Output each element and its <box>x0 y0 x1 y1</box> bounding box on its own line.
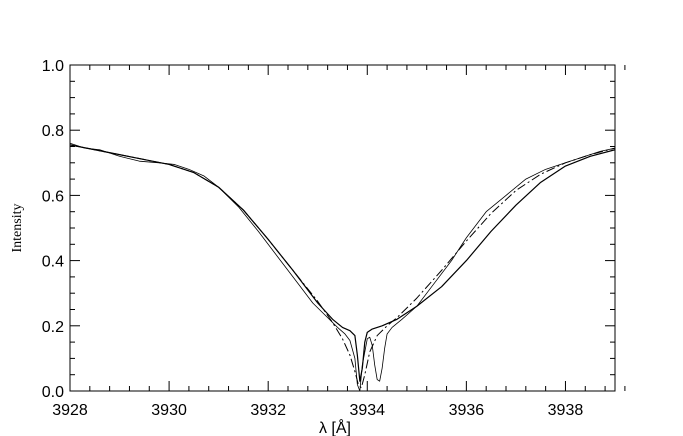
y-tick-label: 0.4 <box>42 254 64 271</box>
axes <box>69 64 616 392</box>
x-tick-label: 3928 <box>52 402 88 419</box>
x-tick-label: 3938 <box>548 402 584 419</box>
ticks: 3928 3930 3932 3934 3936 3938 0.0 0.2 0.4 0.6 0.8 1… <box>42 58 626 419</box>
y-tick-label: 0.0 <box>42 384 64 401</box>
x-axis-label: λ [Å] <box>319 418 351 436</box>
series-line-1 <box>69 142 616 392</box>
x-tick-label: 3930 <box>151 402 187 419</box>
x-tick-label: 3936 <box>449 402 485 419</box>
series-line-3 <box>69 144 616 382</box>
y-tick-label: 1.0 <box>42 58 64 75</box>
x-tick-label: 3934 <box>349 402 385 419</box>
series-line-2 <box>69 144 616 389</box>
series-group <box>69 142 616 392</box>
y-axis-label: Intensity <box>10 204 25 253</box>
x-tick-label: 3932 <box>250 402 286 419</box>
plot-frame <box>69 64 616 392</box>
y-tick-label: 0.2 <box>42 319 64 336</box>
y-tick-label: 0.8 <box>42 123 64 140</box>
y-tick-label: 0.6 <box>42 188 64 205</box>
